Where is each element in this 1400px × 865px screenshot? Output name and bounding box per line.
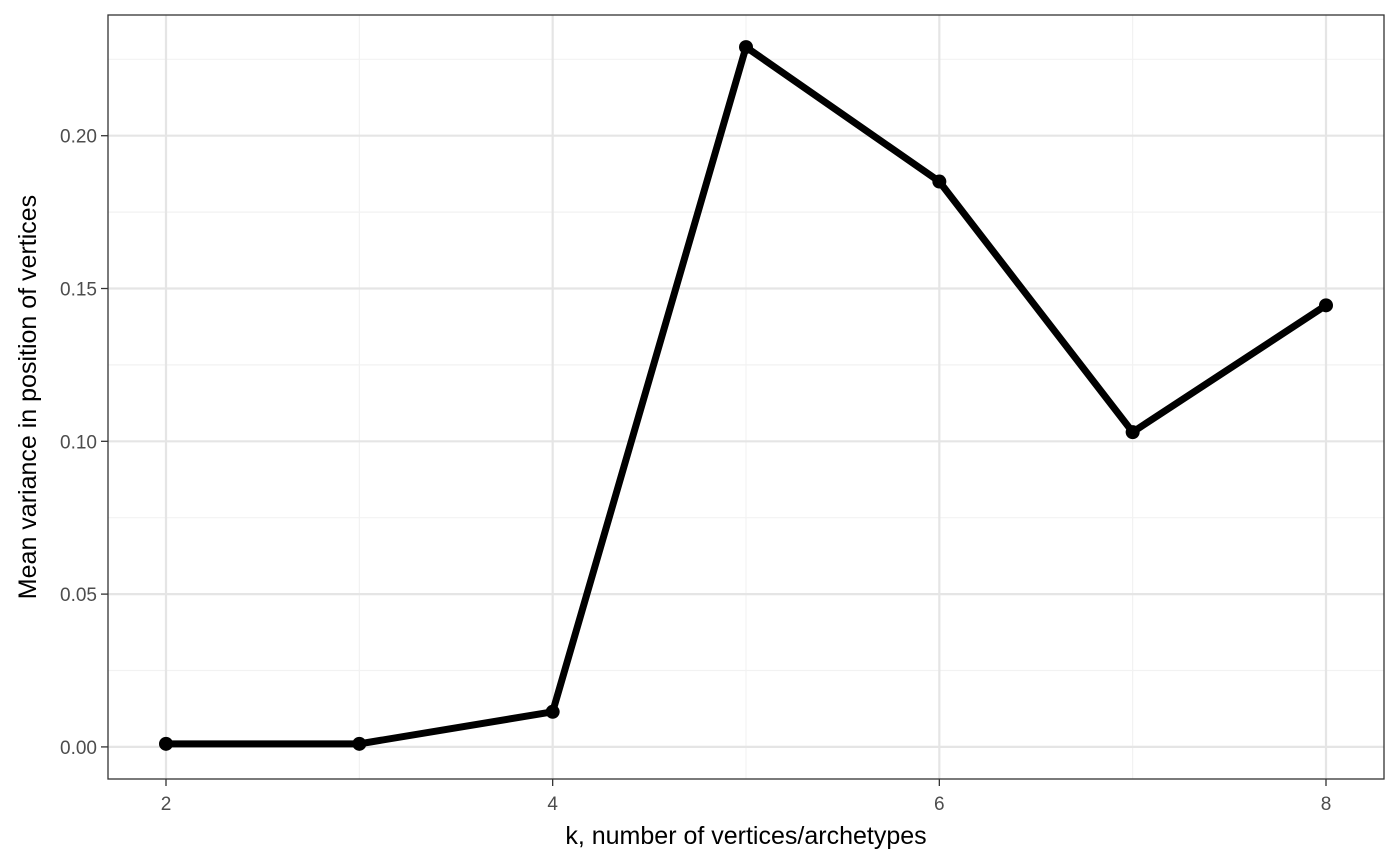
y-tick-label: 0.00 [60,738,97,759]
data-point [932,174,947,189]
x-axis-title: k, number of vertices/archetypes [565,822,926,850]
axis-ticks [101,135,1327,786]
data-point [159,736,173,751]
x-tick-label: 2 [161,794,172,815]
y-tick-label: 0.05 [60,585,97,606]
data-point [1319,298,1333,313]
data-point [739,40,753,55]
tick-labels: 2 4 6 8 0.00 0.05 0.10 0.15 0.20 [60,127,1331,815]
x-tick-label: 6 [934,794,945,815]
y-axis-title: Mean variance in position of vertices [14,195,42,599]
x-tick-label: 8 [1321,794,1332,815]
y-tick-label: 0.15 [60,280,97,301]
y-tick-label: 0.10 [60,432,97,453]
minor-gridlines [108,15,1384,779]
series-layer [159,40,1333,751]
data-point [1125,425,1140,440]
data-point [352,736,367,751]
x-tick-label: 4 [547,794,558,815]
y-tick-label: 0.20 [60,127,97,148]
panel-border [107,14,1385,780]
data-point [545,704,560,719]
major-gridlines [108,15,1384,779]
